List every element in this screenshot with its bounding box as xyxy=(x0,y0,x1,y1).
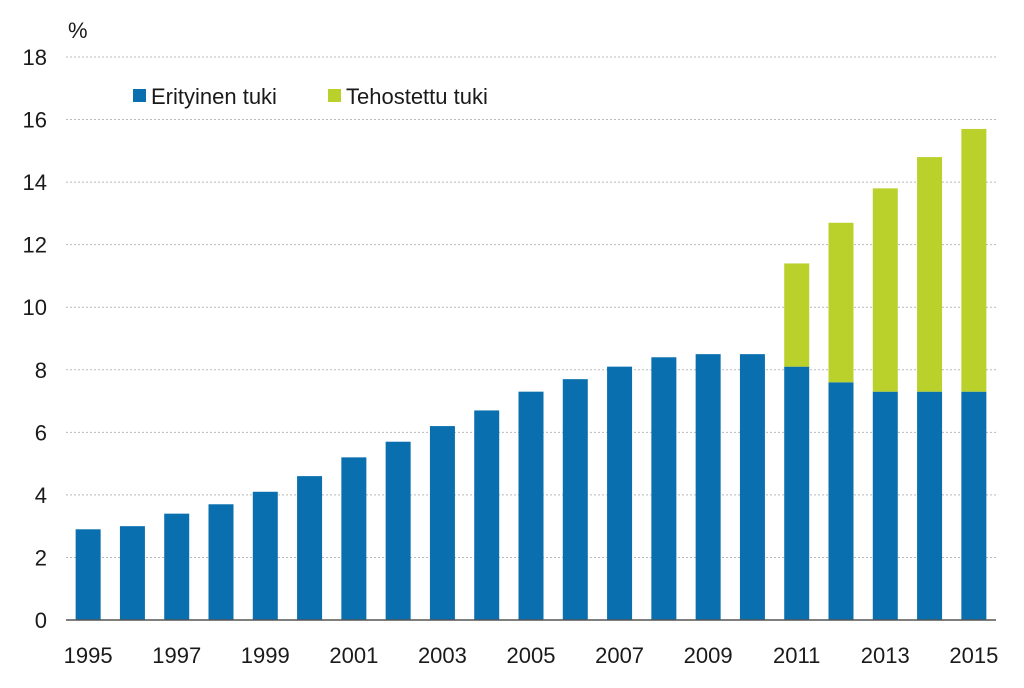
x-tick-label: 2007 xyxy=(595,643,644,668)
bar-erityinen-tuki-1996 xyxy=(119,526,145,620)
bar-erityinen-tuki-2014 xyxy=(917,391,943,620)
y-tick-label: 4 xyxy=(35,483,47,508)
x-tick-label: 2001 xyxy=(329,643,378,668)
x-tick-label: 2011 xyxy=(773,643,820,668)
bar-tehostettu-tuki-2013 xyxy=(872,188,898,392)
bar-erityinen-tuki-2004 xyxy=(474,410,500,620)
bar-erityinen-tuki-2013 xyxy=(872,391,898,620)
bar-erityinen-tuki-1997 xyxy=(164,513,190,620)
bar-tehostettu-tuki-2012 xyxy=(828,222,854,383)
bar-erityinen-tuki-2010 xyxy=(739,354,765,620)
y-axis-unit-label: % xyxy=(68,18,88,43)
legend-swatch-erityinen-tuki xyxy=(133,89,146,102)
x-tick-label: 2015 xyxy=(949,643,998,668)
bar-erityinen-tuki-1995 xyxy=(75,529,101,620)
bar-erityinen-tuki-2005 xyxy=(518,391,544,620)
y-tick-label: 14 xyxy=(23,170,47,195)
bar-erityinen-tuki-2002 xyxy=(385,441,411,620)
bars xyxy=(75,128,987,620)
bar-erityinen-tuki-2008 xyxy=(651,357,677,620)
x-axis-ticks: 1995 1997 1999 2001 2003 2005 2007 2009 2011 2013… xyxy=(64,643,999,668)
x-tick-label: 1997 xyxy=(152,643,201,668)
bar-erityinen-tuki-2001 xyxy=(341,457,367,620)
bar-erityinen-tuki-2009 xyxy=(695,354,721,620)
y-tick-label: 18 xyxy=(23,45,47,70)
legend: Erityinen tuki Tehostettu tuki xyxy=(133,84,488,109)
bar-erityinen-tuki-2007 xyxy=(607,366,633,620)
bar-tehostettu-tuki-2011 xyxy=(784,263,810,367)
bar-tehostettu-tuki-2014 xyxy=(917,157,943,392)
y-tick-label: 2 xyxy=(35,545,47,570)
x-tick-label: 2003 xyxy=(418,643,467,668)
bar-erityinen-tuki-2000 xyxy=(297,476,323,620)
x-tick-label: 2013 xyxy=(861,643,910,668)
y-tick-label: 0 xyxy=(35,608,47,633)
bar-erityinen-tuki-2015 xyxy=(961,391,987,620)
legend-label-erityinen-tuki: Erityinen tuki xyxy=(151,84,277,109)
bar-erityinen-tuki-2006 xyxy=(562,379,588,620)
y-axis-ticks: 0 2 4 6 8 10 12 14 16 18 xyxy=(23,45,47,633)
legend-label-tehostettu-tuki: Tehostettu tuki xyxy=(346,84,488,109)
y-tick-label: 12 xyxy=(23,233,47,258)
bar-erityinen-tuki-2012 xyxy=(828,382,854,620)
x-tick-label: 2005 xyxy=(507,643,556,668)
x-tick-label: 1995 xyxy=(64,643,113,668)
bar-erityinen-tuki-1998 xyxy=(208,504,234,620)
y-tick-label: 6 xyxy=(35,420,47,445)
x-tick-label: 2009 xyxy=(684,643,733,668)
bar-erityinen-tuki-2011 xyxy=(784,366,810,620)
bar-erityinen-tuki-2003 xyxy=(429,426,455,620)
y-tick-label: 16 xyxy=(23,108,47,133)
y-tick-label: 8 xyxy=(35,358,47,383)
legend-swatch-tehostettu-tuki xyxy=(328,89,341,102)
bar-tehostettu-tuki-2015 xyxy=(961,128,987,392)
bar-erityinen-tuki-1999 xyxy=(252,491,278,620)
y-tick-label: 10 xyxy=(23,295,47,320)
x-tick-label: 1999 xyxy=(241,643,290,668)
